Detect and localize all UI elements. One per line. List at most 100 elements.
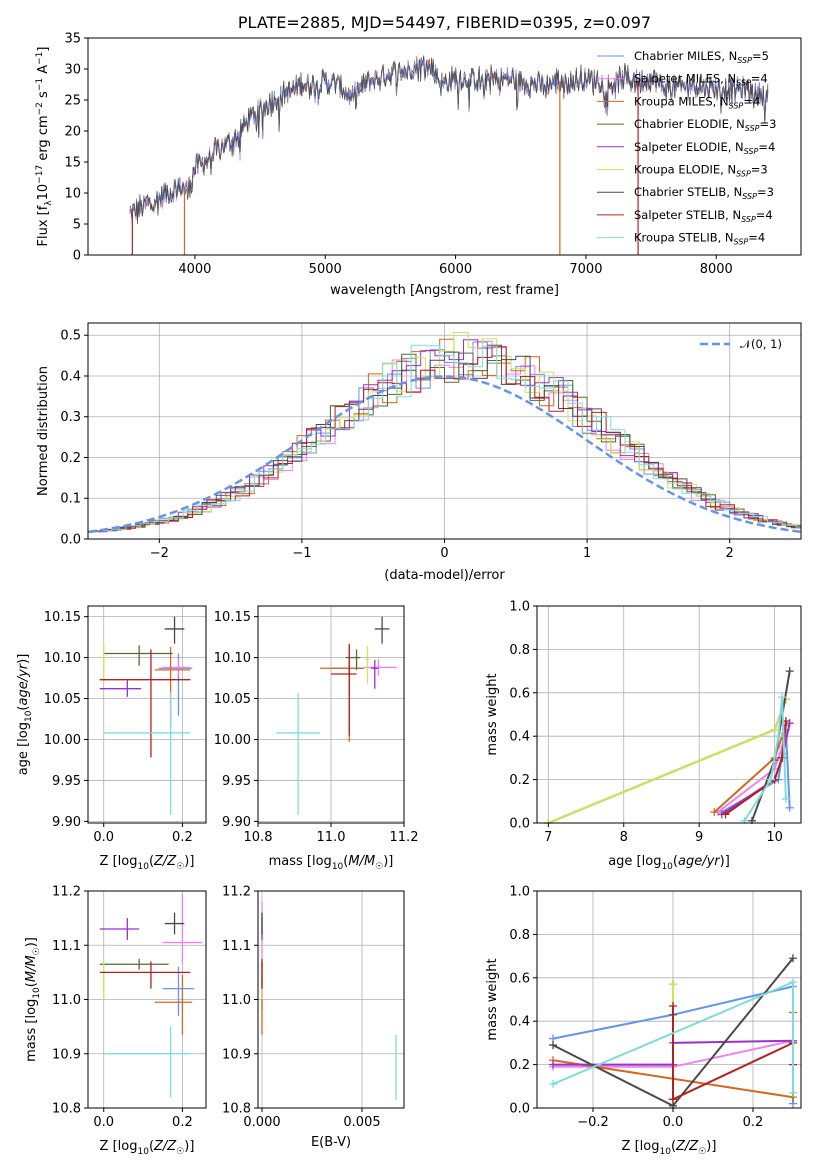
age-vs-Z-xlabel: Z [log10(Z/Z☉)] bbox=[100, 854, 195, 872]
spectrum-panel: PLATE=2885, MJD=54497, FIBERID=0395, z=0… bbox=[35, 13, 802, 298]
spectrum-xlabel: wavelength [Angstrom, rest frame] bbox=[330, 283, 559, 298]
y-tick-label: 20 bbox=[64, 125, 81, 140]
weight-marker bbox=[766, 775, 775, 784]
weight-vs-age-ylabel: mass weight bbox=[485, 673, 500, 755]
y-tick-label: 10.00 bbox=[44, 733, 81, 748]
weight-marker bbox=[774, 732, 783, 741]
spectrum-line-chabrier-stelib bbox=[129, 55, 769, 225]
weight-marker bbox=[669, 980, 677, 989]
weight-vs-age-lines bbox=[544, 667, 794, 824]
residuals-xlabel: (data-model)/error bbox=[384, 568, 505, 583]
plot-frame bbox=[87, 605, 207, 824]
weight-marker bbox=[721, 810, 730, 819]
x-tick-label: 0.2 bbox=[743, 1115, 764, 1130]
weight-marker bbox=[781, 795, 790, 804]
histogram-salpeter-elodie bbox=[88, 339, 801, 533]
x-tick-label: 0.000 bbox=[243, 1115, 280, 1130]
x-tick-label: 9 bbox=[695, 830, 703, 845]
y-tick-label: 10.15 bbox=[44, 610, 81, 625]
age-vs-mass-panel: 10.8 11.0 11.2 9.90 9.95 10.00 10.05 10.10 10.15… bbox=[214, 605, 419, 872]
weight-line-kroupa-elodie bbox=[547, 698, 787, 824]
x-tick-label: 11.0 bbox=[317, 830, 346, 845]
y-tick-label: 1.0 bbox=[509, 885, 530, 900]
weight-line-kroupa-stelib bbox=[743, 697, 787, 822]
x-tick-label: 6000 bbox=[439, 262, 472, 277]
weight-vs-Z-ylabel: mass weight bbox=[485, 958, 500, 1040]
y-tick-label: 30 bbox=[64, 63, 81, 78]
y-tick-label: 11.1 bbox=[222, 939, 251, 954]
x-tick-label: 0.2 bbox=[172, 1115, 193, 1130]
y-tick-label: 0.6 bbox=[509, 971, 530, 986]
histogram-kroupa-stelib bbox=[88, 344, 801, 533]
weight-marker bbox=[549, 1060, 557, 1069]
x-tick-label: 5000 bbox=[309, 262, 342, 277]
y-tick-label: 10.15 bbox=[214, 610, 251, 625]
normal-reference-curve bbox=[88, 375, 801, 534]
weight-vs-Z-panel: −0.2 0.0 0.2 0.0 0.2 0.4 0.6 0.8 1.0 Z [log10(Z/Z… bbox=[485, 885, 802, 1157]
weight-marker bbox=[770, 725, 779, 734]
weight-marker bbox=[710, 808, 719, 817]
age-vs-Z-ylabel: age [log10(age/yr)] bbox=[16, 654, 34, 776]
y-tick-label: 0.0 bbox=[60, 533, 81, 548]
weight-marker bbox=[669, 1095, 677, 1104]
x-tick-label: 8 bbox=[620, 830, 628, 845]
y-tick-label: 10.8 bbox=[222, 1102, 251, 1117]
y-tick-label: 0.4 bbox=[509, 730, 530, 745]
spectrum-legend: Chabrier MILES, NSSP=5 Salpeter MILES, NS… bbox=[597, 49, 776, 247]
x-tick-label: 0.2 bbox=[172, 830, 193, 845]
y-tick-label: 0.2 bbox=[509, 1058, 530, 1073]
x-tick-label: −0.2 bbox=[577, 1115, 609, 1130]
mass-vs-Z-panel: 0.0 0.2 10.8 10.9 11.0 11.1 11.2 Z [log10(Z/Z☉)… bbox=[24, 885, 207, 1157]
weight-line-chabrier-elodie bbox=[547, 698, 787, 824]
x-tick-label: −1 bbox=[292, 546, 311, 561]
histogram-chabrier-stelib bbox=[88, 344, 801, 533]
y-tick-label: 11.0 bbox=[52, 993, 81, 1008]
age-vs-Z-points bbox=[99, 616, 193, 815]
legend-entry: Kroupa MILES, NSSP=4 bbox=[634, 94, 760, 110]
y-tick-label: 9.95 bbox=[52, 774, 81, 789]
mass-vs-EBV-xlabel: E(B-V) bbox=[311, 1135, 351, 1150]
residuals-panel: −2 −1 0 1 2 0.0 0.1 0.2 0.3 0.4 0.5 (data-model)/er… bbox=[36, 322, 802, 583]
mass-vs-EBV-points bbox=[261, 901, 397, 1100]
weight-marker bbox=[549, 1041, 557, 1050]
residual-histograms bbox=[88, 332, 801, 534]
mass-vs-Z-xlabel: Z [log10(Z/Z☉)] bbox=[100, 1139, 195, 1157]
y-tick-label: 0.4 bbox=[509, 1015, 530, 1030]
weight-marker bbox=[549, 1080, 557, 1089]
x-tick-label: 2 bbox=[726, 546, 734, 561]
x-tick-label: 0.0 bbox=[93, 1115, 114, 1130]
legend-entry: Salpeter ELODIE, NSSP=4 bbox=[634, 140, 775, 156]
weight-vs-Z-xlabel: Z [log10(Z/Z☉)] bbox=[622, 1139, 717, 1157]
x-tick-label: 7000 bbox=[569, 262, 602, 277]
y-tick-label: 10.9 bbox=[222, 1047, 251, 1062]
y-tick-label: 0.6 bbox=[509, 686, 530, 701]
mass-vs-Z-ylabel: mass [log10(M/M☉)] bbox=[24, 937, 42, 1062]
y-tick-label: 0.0 bbox=[509, 1102, 530, 1117]
y-tick-label: 11.2 bbox=[52, 885, 81, 900]
mass-vs-EBV-panel: 0.000 0.005 10.8 10.9 11.0 11.1 11.2 E(B-V) bbox=[222, 885, 405, 1150]
y-tick-label: 0.0 bbox=[509, 817, 530, 832]
y-tick-label: 5 bbox=[73, 218, 81, 233]
y-tick-label: 10.10 bbox=[44, 651, 81, 666]
plot-frame bbox=[536, 890, 802, 1109]
y-tick-label: 15 bbox=[64, 156, 81, 171]
x-tick-label: 0.0 bbox=[663, 1115, 684, 1130]
legend-entry: Salpeter MILES, NSSP=4 bbox=[634, 72, 768, 88]
y-tick-label: 10.10 bbox=[214, 651, 251, 666]
legend-normal-label: 𝒩(0, 1) bbox=[740, 337, 782, 351]
y-tick-label: 9.90 bbox=[52, 815, 81, 830]
plot-frame bbox=[87, 37, 802, 256]
x-tick-label: 0.0 bbox=[93, 830, 114, 845]
mass-vs-Z-points bbox=[99, 893, 203, 1098]
y-tick-label: 0 bbox=[73, 249, 81, 264]
x-tick-label: 11.2 bbox=[390, 830, 419, 845]
y-tick-label: 0.2 bbox=[60, 451, 81, 466]
weight-marker bbox=[669, 1002, 677, 1011]
y-tick-label: 0.8 bbox=[509, 643, 530, 658]
age-vs-Z-panel: 0.0 0.2 9.90 9.95 10.00 10.05 10.10 10.15 Z [log… bbox=[16, 605, 207, 872]
y-tick-label: 0.2 bbox=[509, 773, 530, 788]
x-tick-label: 0 bbox=[440, 546, 448, 561]
residuals-ylabel: Normed distribution bbox=[36, 366, 51, 496]
y-tick-label: 9.95 bbox=[222, 774, 251, 789]
legend-entry: Kroupa ELODIE, NSSP=3 bbox=[634, 163, 768, 179]
